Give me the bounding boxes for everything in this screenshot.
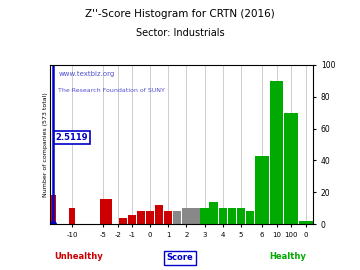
Bar <box>182 208 190 224</box>
Bar <box>219 208 227 224</box>
Bar <box>51 195 56 224</box>
Text: Sector: Industrials: Sector: Industrials <box>136 28 224 38</box>
Text: Healthy: Healthy <box>269 252 306 261</box>
Text: Unhealthy: Unhealthy <box>54 252 103 261</box>
Bar <box>210 202 218 224</box>
Bar <box>127 215 136 224</box>
Bar <box>100 199 105 224</box>
Bar <box>155 205 163 224</box>
Bar <box>173 211 181 224</box>
Bar <box>270 81 283 224</box>
Bar <box>255 156 269 224</box>
Text: www.textbiz.org: www.textbiz.org <box>58 71 114 77</box>
Text: 2.5119: 2.5119 <box>56 133 88 142</box>
Bar <box>201 208 209 224</box>
Bar <box>299 221 312 224</box>
Y-axis label: Number of companies (573 total): Number of companies (573 total) <box>42 92 48 197</box>
Bar <box>118 218 127 224</box>
Bar <box>137 211 145 224</box>
Bar <box>237 208 245 224</box>
Text: The Research Foundation of SUNY: The Research Foundation of SUNY <box>58 88 165 93</box>
Bar <box>246 211 254 224</box>
Bar <box>106 199 112 224</box>
Text: Score: Score <box>167 254 193 262</box>
Bar <box>191 208 200 224</box>
Bar <box>69 208 75 224</box>
Text: Z''-Score Histogram for CRTN (2016): Z''-Score Histogram for CRTN (2016) <box>85 9 275 19</box>
Bar <box>146 211 154 224</box>
Bar <box>284 113 298 224</box>
Bar <box>228 208 236 224</box>
Bar <box>164 211 172 224</box>
